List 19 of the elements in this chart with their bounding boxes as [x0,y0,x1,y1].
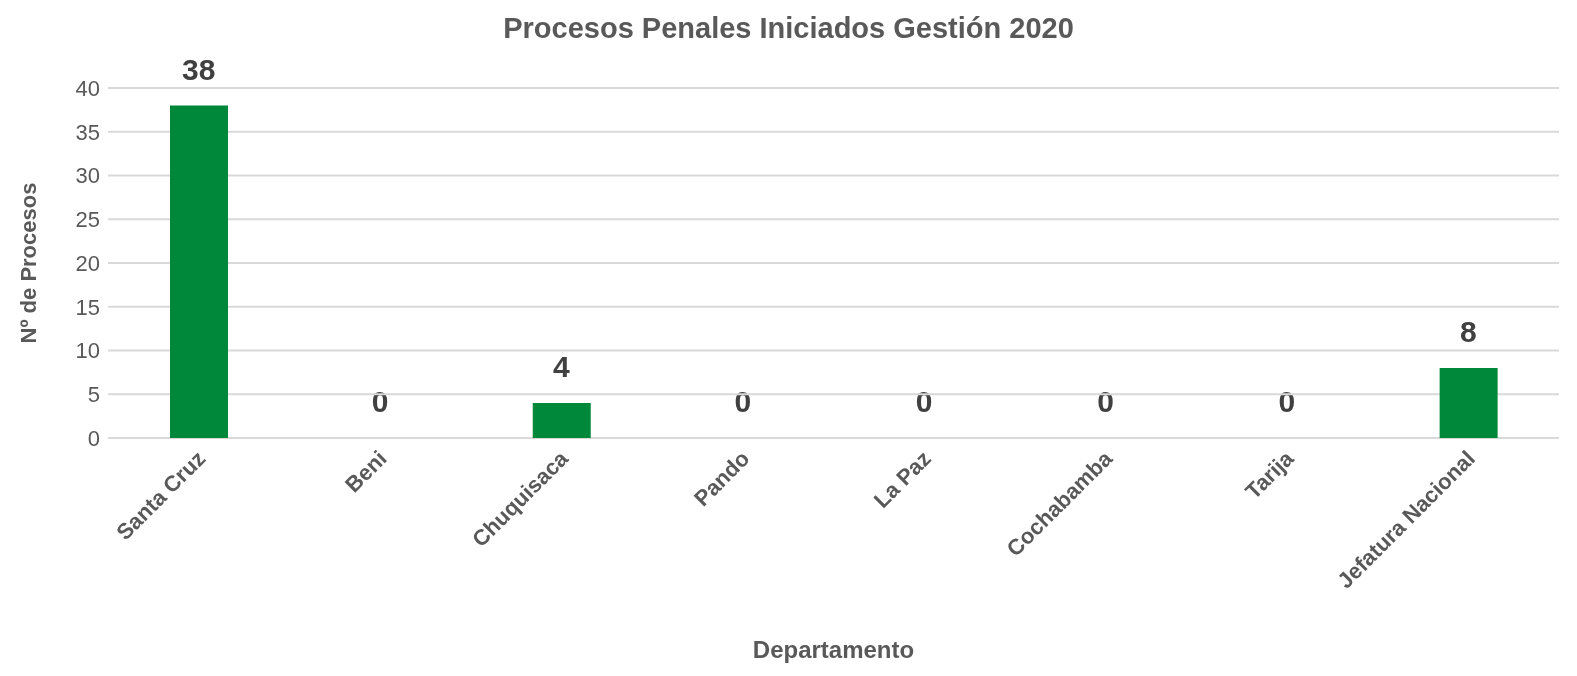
bar [170,105,228,438]
y-tick-label: 20 [75,250,100,276]
y-tick-label: 35 [75,119,100,145]
bar [532,403,591,438]
data-label: 8 [1459,315,1477,348]
data-label: 4 [553,350,571,383]
y-tick-label: 25 [75,207,100,233]
bar [1439,368,1498,438]
y-tick-label: 5 [87,382,100,408]
y-tick-label: 30 [75,163,100,189]
y-tick-label: 40 [75,75,100,101]
y-axis-title: Nº de Procesos [15,182,41,344]
x-axis-title: Departamento [752,636,915,663]
data-label: 38 [182,52,216,86]
chart-title: Procesos Penales Iniciados Gestión 2020 [502,11,1075,46]
y-tick-label: 0 [87,425,100,451]
y-tick-label: 10 [75,338,100,364]
y-tick-label: 15 [75,294,100,320]
x-tick-label: La Paz [868,445,936,513]
